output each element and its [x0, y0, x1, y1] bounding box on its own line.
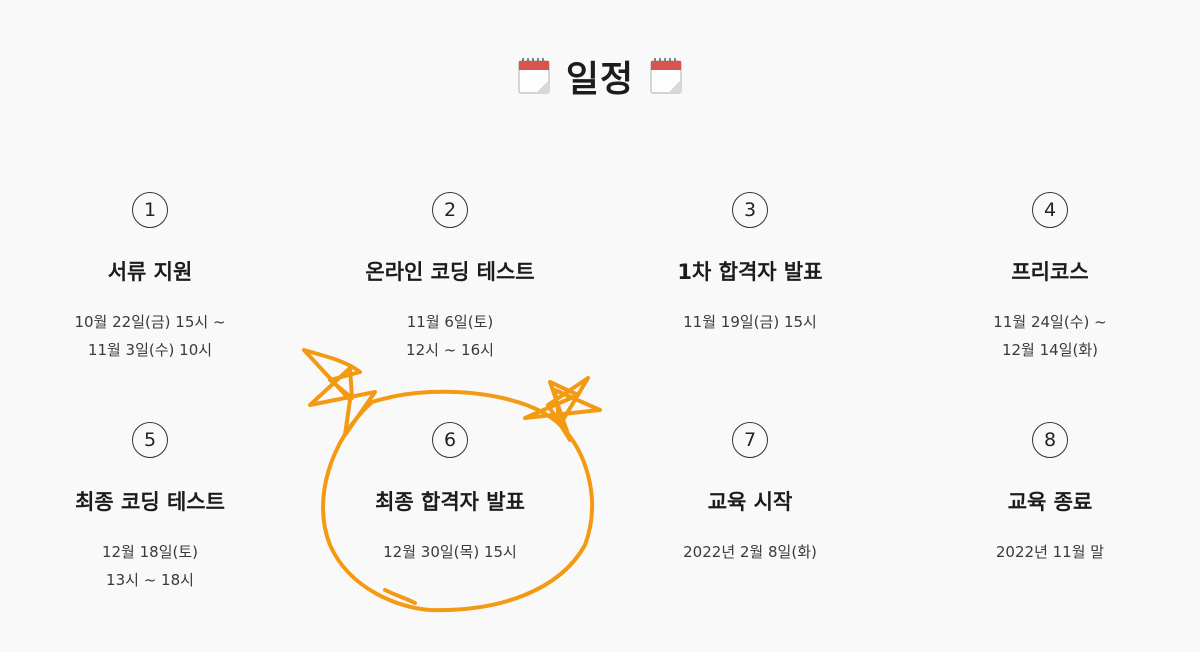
- step-number-badge: 4: [1032, 192, 1068, 228]
- step-title: 온라인 코딩 테스트: [365, 260, 535, 284]
- step-title: 교육 시작: [707, 490, 793, 514]
- page-title: 일정: [565, 59, 635, 100]
- step-date: 10월 22일(금) 15시 ~ 11월 3일(수) 10시: [74, 313, 226, 359]
- step-title: 최종 합격자 발표: [375, 490, 525, 514]
- schedule-step: 1 서류 지원 10월 22일(금) 15시 ~ 11월 3일(수) 10시: [0, 192, 300, 422]
- calendar-icon: [518, 58, 550, 94]
- calendar-icon: [650, 58, 682, 94]
- step-date: 11월 6일(토) 12시 ~ 16시: [406, 313, 494, 359]
- step-title: 프리코스: [1011, 260, 1089, 284]
- schedule-grid: 1 서류 지원 10월 22일(금) 15시 ~ 11월 3일(수) 10시 2…: [0, 192, 1200, 652]
- schedule-step: 7 교육 시작 2022년 2월 8일(화): [600, 422, 900, 652]
- schedule-step: 3 1차 합격자 발표 11월 19일(금) 15시: [600, 192, 900, 422]
- step-date: 2022년 11월 말: [995, 543, 1105, 561]
- step-date: 12월 30일(목) 15시: [383, 543, 517, 561]
- schedule-step: 8 교육 종료 2022년 11월 말: [900, 422, 1200, 652]
- schedule-step: 5 최종 코딩 테스트 12월 18일(토) 13시 ~ 18시: [0, 422, 300, 652]
- step-date: 11월 19일(금) 15시: [683, 313, 817, 331]
- schedule-step: 4 프리코스 11월 24일(수) ~ 12월 14일(화): [900, 192, 1200, 422]
- step-number-badge: 1: [132, 192, 168, 228]
- step-number-badge: 3: [732, 192, 768, 228]
- step-title: 교육 종료: [1007, 490, 1093, 514]
- step-date: 11월 24일(수) ~ 12월 14일(화): [993, 313, 1107, 359]
- step-title: 1차 합격자 발표: [677, 260, 823, 284]
- step-number-badge: 2: [432, 192, 468, 228]
- step-date: 2022년 2월 8일(화): [683, 543, 817, 561]
- step-number-badge: 8: [1032, 422, 1068, 458]
- schedule-step: 6 최종 합격자 발표 12월 30일(목) 15시: [300, 422, 600, 652]
- step-number-badge: 7: [732, 422, 768, 458]
- step-date: 12월 18일(토) 13시 ~ 18시: [101, 543, 199, 589]
- step-number-badge: 6: [432, 422, 468, 458]
- step-title: 최종 코딩 테스트: [75, 490, 225, 514]
- step-number-badge: 5: [132, 422, 168, 458]
- step-title: 서류 지원: [107, 260, 193, 284]
- schedule-step: 2 온라인 코딩 테스트 11월 6일(토) 12시 ~ 16시: [300, 192, 600, 422]
- page-header: 일정: [0, 50, 1200, 102]
